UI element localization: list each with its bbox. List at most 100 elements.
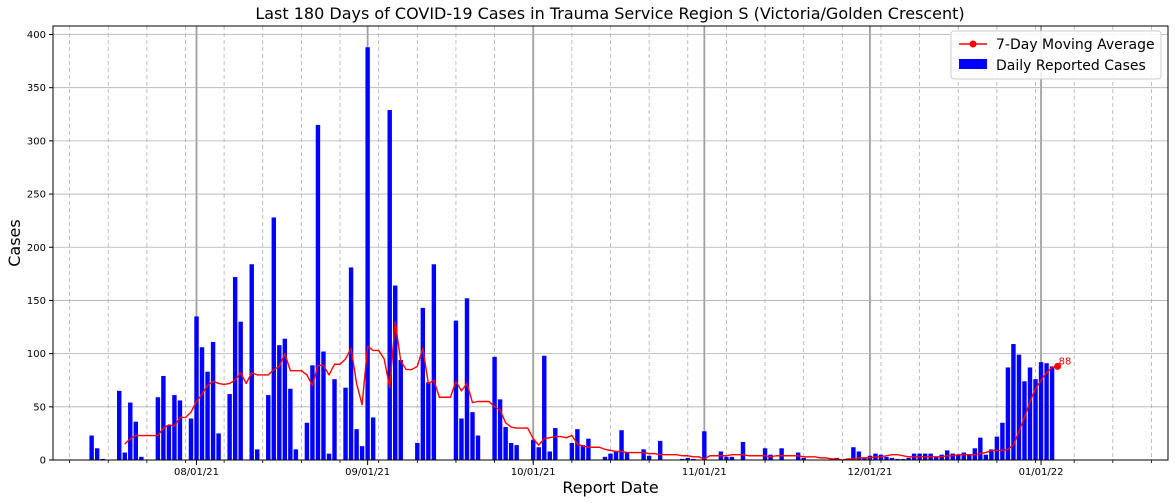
moving-average-line [124, 321, 1058, 461]
x-axis-title: Report Date [562, 478, 658, 497]
daily-cases-bar [514, 445, 519, 460]
daily-cases-bar [801, 457, 806, 460]
daily-cases-bar [304, 422, 310, 460]
daily-cases-bar [415, 442, 420, 460]
daily-cases-bar [586, 438, 591, 460]
daily-cases-bar [685, 457, 690, 460]
daily-cases-bar [128, 402, 133, 460]
daily-cases-bar [895, 458, 900, 460]
daily-cases-bar [359, 446, 365, 460]
daily-cases-bar [856, 451, 862, 460]
daily-cases-bar [497, 399, 503, 460]
legend-box [950, 30, 1162, 80]
daily-cases-bar [393, 285, 398, 460]
daily-cases-bar [989, 449, 994, 460]
daily-cases-bar [492, 356, 497, 460]
daily-cases-bar [729, 456, 735, 460]
moving-average-end-marker [1054, 362, 1062, 370]
daily-cases-bar [255, 449, 260, 460]
daily-cases-bar [216, 433, 221, 460]
daily-cases-bar [1000, 422, 1005, 460]
x-tick-label: 12/01/21 [847, 467, 892, 478]
daily-cases-bar [453, 320, 459, 460]
daily-cases-bar [266, 395, 271, 460]
daily-cases-bar [199, 347, 205, 460]
legend-label-daily-cases: Daily Reported Cases [996, 58, 1146, 74]
daily-cases-bar [100, 458, 105, 460]
daily-cases-bar [624, 452, 630, 460]
daily-cases-bar [459, 418, 464, 460]
daily-cases-bar [884, 456, 889, 460]
daily-cases-bar [343, 387, 348, 460]
daily-cases-bar [475, 435, 481, 460]
daily-cases-bar [602, 456, 608, 460]
x-tick-label: 08/01/21 [174, 467, 219, 478]
daily-cases-bar [619, 430, 624, 460]
daily-cases-bar [508, 442, 514, 460]
y-tick-label: 50 [33, 402, 46, 413]
x-tick-label: 10/01/21 [511, 467, 556, 478]
daily-cases-bar [89, 435, 94, 460]
daily-cases-bar [271, 217, 276, 460]
daily-cases-bar [420, 307, 426, 460]
daily-cases-bar [702, 431, 707, 460]
line-series: 88 [124, 321, 1071, 461]
y-axis-title: Cases [5, 219, 24, 267]
x-axis: 08/01/21 09/01/21 10/01/21 11/01/21 12/01/21… [69, 460, 1152, 478]
daily-cases-bar [933, 456, 939, 460]
daily-cases-bar [1033, 379, 1038, 460]
daily-cases-bar [536, 447, 541, 460]
daily-cases-bar [531, 439, 536, 460]
daily-cases-bar [293, 449, 299, 460]
daily-cases-bar [249, 264, 254, 460]
y-tick-label: 400 [27, 30, 46, 41]
daily-cases-bar [740, 441, 746, 460]
daily-cases-bar [1022, 381, 1027, 460]
daily-cases-bar [172, 395, 177, 460]
daily-cases-bar [387, 110, 392, 461]
bar-series [89, 47, 1055, 461]
daily-cases-bar [282, 338, 288, 460]
daily-cases-bar [691, 458, 696, 460]
daily-cases-bar [967, 454, 972, 460]
daily-cases-bar [503, 427, 508, 460]
daily-cases-bar [950, 453, 955, 460]
daily-cases-bar [569, 442, 575, 460]
daily-cases-bar [166, 424, 172, 460]
legend-bar-swatch [959, 59, 987, 69]
y-tick-label: 0 [40, 456, 46, 467]
daily-cases-bar [978, 437, 983, 460]
daily-cases-bar [139, 456, 144, 460]
daily-cases-bar [983, 454, 989, 460]
plot-area: 88 0 50 100 150 200 250 300 350 400 08/01/21 09/0… [27, 25, 1169, 478]
daily-cases-bar [956, 454, 961, 460]
daily-cases-bar [194, 316, 199, 460]
chart-title: Last 180 Days of COVID-19 Cases in Traum… [255, 4, 964, 23]
daily-cases-bar [641, 449, 646, 460]
y-tick-label: 250 [27, 190, 46, 201]
daily-cases-bar [117, 390, 122, 460]
daily-cases-bar [177, 400, 183, 460]
daily-cases-bar [724, 456, 729, 460]
daily-cases-bar [1049, 366, 1055, 460]
daily-cases-bar [431, 264, 437, 460]
daily-cases-bar [354, 429, 359, 460]
legend-label-moving-average: 7-Day Moving Average [996, 37, 1155, 53]
y-tick-label: 100 [27, 349, 46, 360]
legend-line-marker [969, 40, 977, 48]
daily-cases-bar [398, 360, 403, 460]
x-tick-label: 11/01/21 [682, 467, 727, 478]
y-axis: 0 50 100 150 200 250 300 350 400 [27, 30, 53, 467]
daily-cases-bar [155, 397, 161, 460]
daily-cases-bar [370, 417, 376, 460]
daily-cases-bar [851, 447, 856, 460]
daily-cases-bar [288, 388, 293, 460]
daily-cases-bar [188, 418, 194, 460]
daily-cases-bar [277, 345, 282, 460]
daily-cases-bar [315, 124, 321, 461]
daily-cases-bar [161, 375, 166, 460]
daily-cases-bar [889, 457, 895, 460]
daily-cases-bar [553, 428, 558, 460]
daily-cases-bar [122, 452, 127, 460]
daily-cases-bar [210, 341, 216, 460]
